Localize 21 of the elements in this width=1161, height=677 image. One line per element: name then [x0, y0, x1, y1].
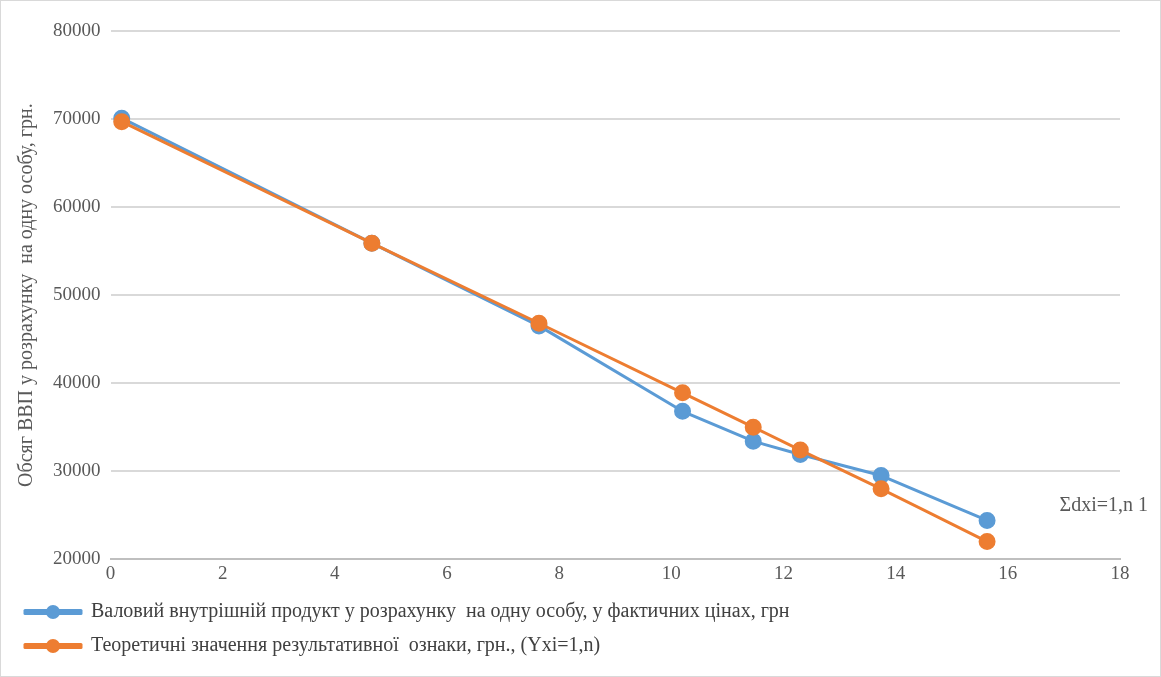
x-tick-label: 8: [554, 561, 564, 583]
x-tick-label: 14: [886, 561, 906, 583]
annotation: Σdxi=1,n 1: [1059, 493, 1148, 516]
x-tick-label: 4: [330, 561, 341, 583]
x-tick-label: 18: [1110, 561, 1130, 583]
legend-label: Теоретичні значення результативної ознаки, грн., (Yxi=1,n): [91, 633, 601, 657]
x-tick-label: 10: [661, 561, 681, 583]
x-tick-label: 0: [105, 561, 116, 583]
x-tick-label: 6: [442, 561, 452, 583]
x-tick-label: 12: [774, 561, 793, 583]
x-tick-label: 2: [217, 561, 228, 583]
y-tick-label: 30000: [53, 459, 101, 481]
y-tick-label: 50000: [53, 283, 101, 305]
legend-label: Валовий внутрішній продукт у розрахунку на одну особу, у фактичних цінах, грн: [91, 599, 790, 623]
y-tick-label: 20000: [53, 547, 101, 569]
y-tick-label: 60000: [53, 195, 101, 217]
y-tick-label: 40000: [53, 371, 101, 393]
x-tick-label: 16: [998, 561, 1018, 583]
y-tick-label: 80000: [53, 18, 101, 40]
y-axis-title: Обсяг ВВП у розрахунку на одну особу, грн.: [14, 103, 38, 487]
y-tick-label: 70000: [53, 107, 101, 129]
